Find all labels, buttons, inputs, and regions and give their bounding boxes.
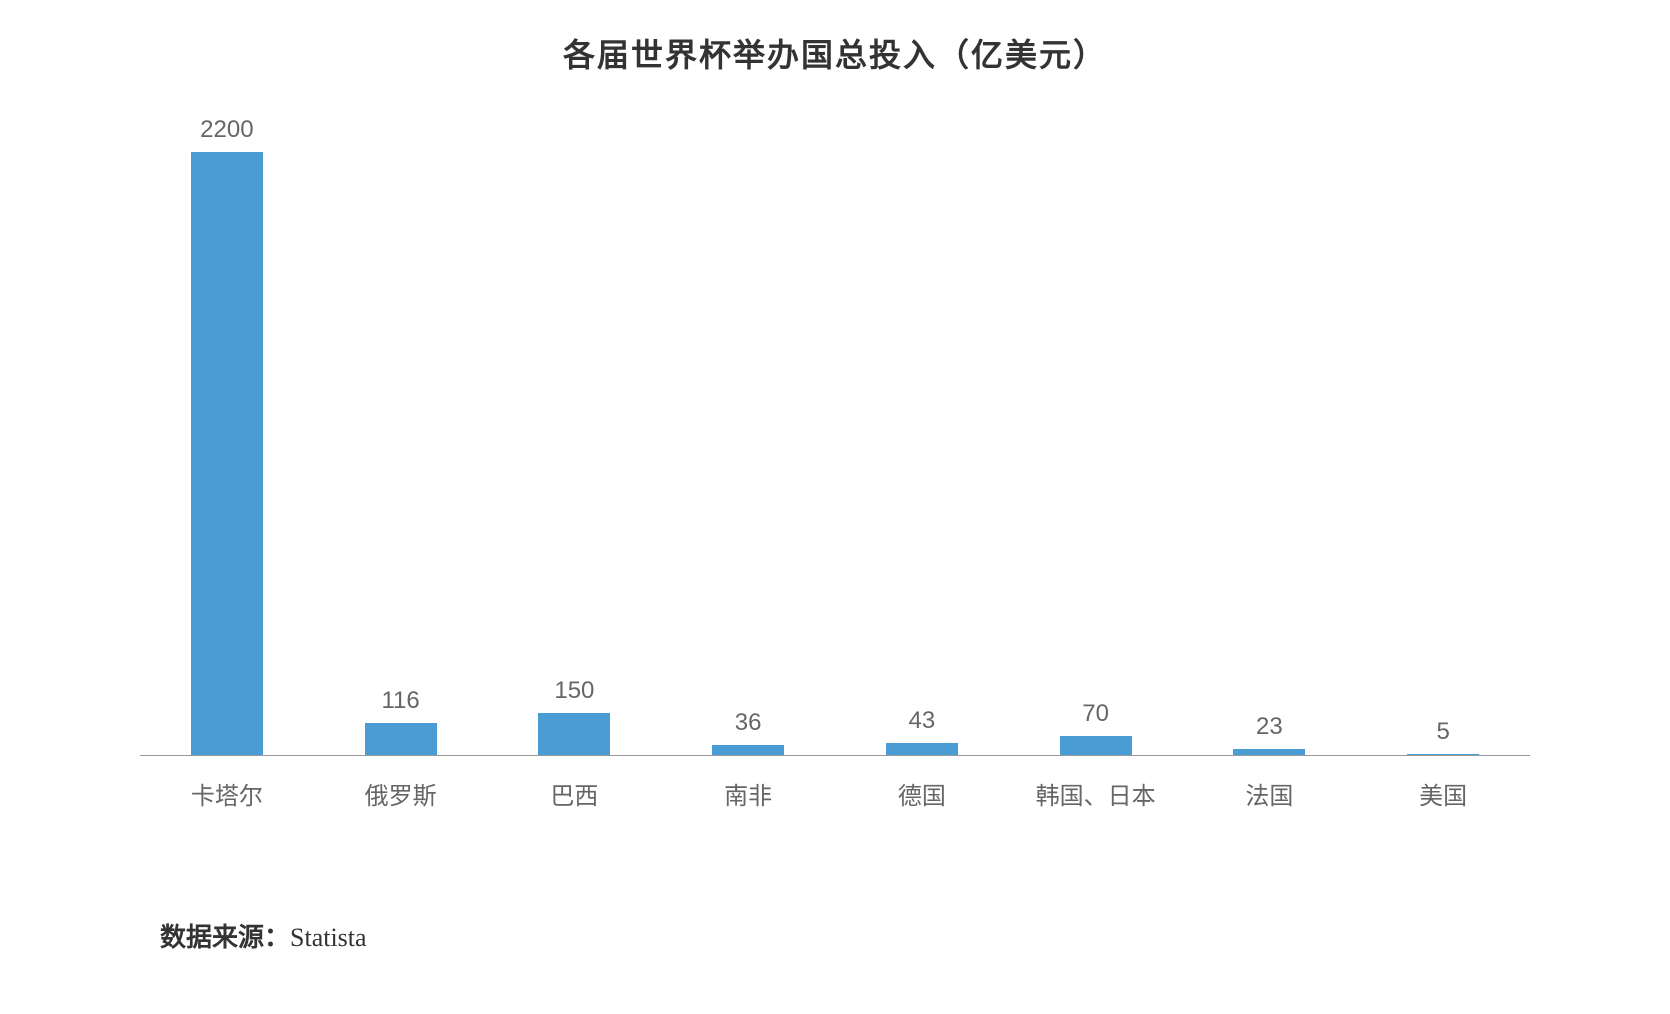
bar-value-label: 5 — [1436, 718, 1449, 746]
category-label: 美国 — [1356, 776, 1530, 811]
bar-group: 70 — [1009, 116, 1183, 755]
bars-wrapper: 2200 116 150 36 43 — [140, 116, 1530, 755]
bar-group: 36 — [661, 116, 835, 755]
category-label: 南非 — [661, 776, 835, 811]
bar — [538, 713, 610, 755]
bar-group: 2200 — [140, 116, 314, 755]
category-label: 巴西 — [488, 776, 662, 811]
bar — [1407, 754, 1479, 755]
bar-value-label: 70 — [1082, 700, 1109, 728]
data-source-note: 数据来源：Statista — [160, 917, 1580, 954]
bar-value-label: 116 — [381, 687, 419, 715]
x-axis-labels: 卡塔尔 俄罗斯 巴西 南非 德国 韩国、日本 法国 美国 — [140, 776, 1530, 811]
bar-value-label: 43 — [909, 707, 936, 735]
chart-container: 各届世界杯举办国总投入（亿美元） 2200 116 150 36 — [0, 0, 1670, 1014]
bar-value-label: 2200 — [200, 116, 253, 144]
bar-value-label: 36 — [735, 709, 762, 737]
bar-group: 23 — [1183, 116, 1357, 755]
category-label: 韩国、日本 — [1009, 776, 1183, 811]
category-label: 俄罗斯 — [314, 776, 488, 811]
bar — [712, 745, 784, 755]
bar — [1233, 749, 1305, 755]
bar — [1060, 736, 1132, 755]
source-value: Statista — [290, 923, 367, 952]
bar-value-label: 150 — [554, 677, 594, 705]
source-label: 数据来源： — [160, 922, 290, 952]
bar-value-label: 23 — [1256, 713, 1283, 741]
bar-group: 116 — [314, 116, 488, 755]
category-label: 法国 — [1183, 776, 1357, 811]
bar — [191, 152, 263, 755]
bar-group: 150 — [488, 116, 662, 755]
bar — [886, 743, 958, 755]
bar-group: 43 — [835, 116, 1009, 755]
plot-area: 2200 116 150 36 43 — [140, 116, 1530, 756]
chart-area: 2200 116 150 36 43 — [90, 116, 1580, 862]
category-label: 德国 — [835, 776, 1009, 811]
bar-group: 5 — [1356, 116, 1530, 755]
category-label: 卡塔尔 — [140, 776, 314, 811]
bar — [365, 723, 437, 755]
chart-title: 各届世界杯举办国总投入（亿美元） — [90, 30, 1580, 76]
